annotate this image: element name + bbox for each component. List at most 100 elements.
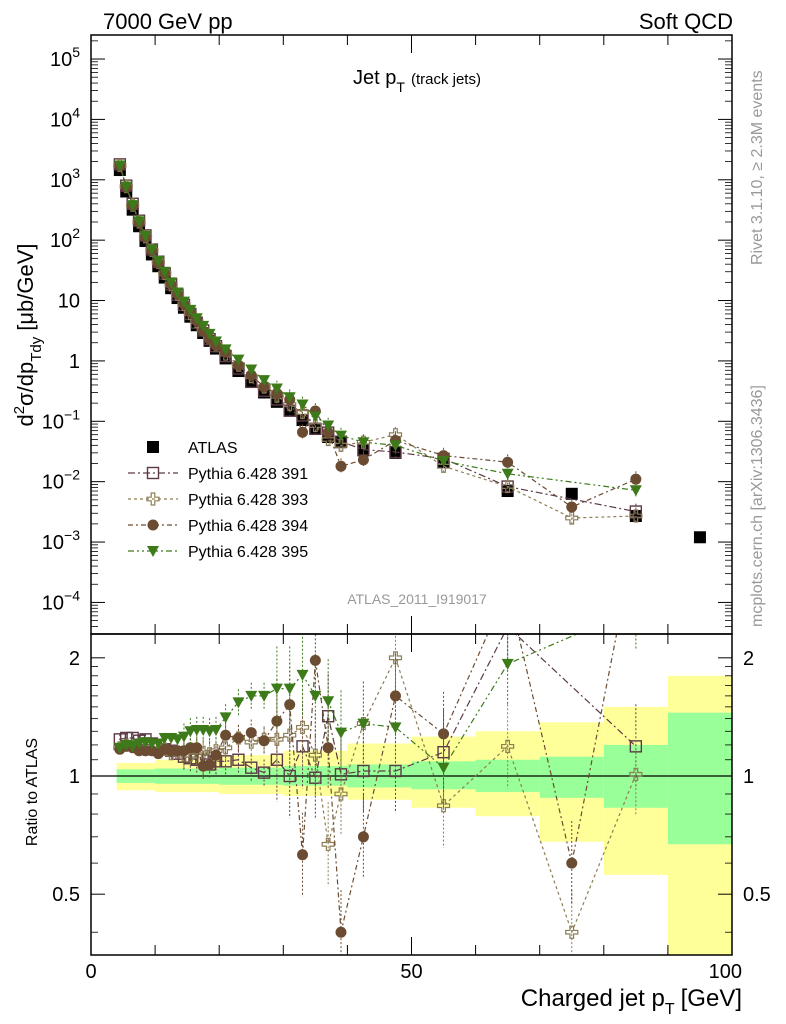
ratio-y-tick-label-left: 2 — [69, 648, 80, 670]
data-point — [437, 455, 450, 467]
legend-marker — [147, 546, 159, 557]
legend: ATLAS Pythia 6.428 391 Pythia 6.428 393 Pyt… — [128, 440, 308, 561]
data-point — [197, 320, 210, 332]
data-point — [245, 364, 258, 376]
ratio-point — [389, 690, 401, 702]
ratio-point — [296, 669, 309, 681]
data-point — [501, 479, 515, 494]
ratio-point — [210, 749, 222, 761]
data-point — [502, 456, 514, 468]
y-axis-label: d2σ/dpTdy[μb/GeV] — [11, 243, 45, 426]
ratio-point — [232, 753, 245, 766]
ratio-point — [245, 727, 257, 739]
data-point — [629, 509, 643, 523]
ratio-point — [357, 764, 370, 778]
y-tick-label: 104 — [50, 104, 80, 131]
data-point — [629, 485, 642, 497]
x-axis-label-unit: [GeV] — [681, 985, 742, 1012]
x-axis-label: Charged jet pT [GeV] — [521, 985, 742, 1018]
legend-label: ATLAS — [188, 440, 238, 457]
data-point — [565, 511, 579, 525]
ratio-point — [436, 799, 451, 813]
data-point — [436, 459, 451, 473]
ratio-point — [284, 699, 296, 711]
header-left: 7000 GeV pp — [103, 9, 233, 34]
y-tick-label: 10 — [58, 291, 80, 313]
ratio-point — [296, 740, 309, 753]
y-tick-label: 10−4 — [42, 587, 80, 614]
legend-entry-p395: Pythia 6.428 395 — [128, 544, 308, 561]
data-point — [120, 181, 133, 193]
data-point — [184, 304, 197, 316]
data-point — [308, 418, 322, 433]
ratio-point — [295, 720, 310, 734]
ratio-point — [258, 735, 270, 747]
y-tick-label: 10−1 — [42, 406, 80, 433]
legend-entry-atlas: ATLAS — [147, 440, 238, 457]
data-point — [335, 460, 347, 472]
data-point — [297, 426, 309, 438]
data-point — [177, 296, 190, 308]
data-point — [309, 411, 322, 423]
ratio-point — [171, 734, 184, 746]
ratio-point — [219, 712, 232, 724]
svg-text:d2σ/dpTdy[μb/GeV]: d2σ/dpTdy[μb/GeV] — [11, 243, 45, 426]
ratio-point — [630, 604, 642, 615]
ratio-plot: 0.5 0.5 1 1 2 2 0 50 100 Ratio to ATLAS Charged… — [24, 35, 771, 1018]
plot-title-extra: (track jets) — [411, 71, 481, 88]
data-point — [219, 344, 232, 356]
data-point — [283, 392, 296, 404]
data-point — [258, 381, 270, 393]
ratio-point — [437, 762, 450, 774]
legend-marker — [146, 466, 160, 480]
data-point — [145, 244, 158, 256]
ratio-point — [501, 658, 514, 670]
data-point — [139, 230, 152, 242]
data-point — [126, 200, 139, 212]
data-point — [270, 383, 283, 395]
y-tick-label: 10−3 — [42, 527, 80, 554]
ratio-point — [357, 718, 370, 730]
data-point — [133, 216, 146, 228]
ratio-point — [270, 683, 283, 695]
data-point — [258, 375, 271, 387]
legend-marker — [146, 492, 160, 506]
data-point — [190, 313, 203, 325]
ratio-point — [219, 741, 233, 755]
data-point — [566, 501, 578, 513]
ratio-point — [335, 926, 347, 938]
data-point — [357, 454, 369, 466]
data-point — [322, 420, 335, 432]
data-point — [630, 473, 642, 485]
legend-marker — [147, 519, 159, 531]
ratio-point — [113, 742, 126, 754]
data-point — [693, 531, 706, 544]
x-axis-label-sub: T — [665, 1001, 675, 1018]
ratio-point — [257, 766, 271, 779]
y-tick-label: 102 — [50, 225, 80, 252]
ratio-point — [501, 739, 515, 753]
data-point — [232, 354, 245, 366]
ratio-point — [152, 738, 165, 750]
data-point — [171, 287, 184, 299]
legend-label: Pythia 6.428 393 — [188, 492, 308, 509]
ratio-point — [322, 696, 335, 708]
uncertainty-band-inner — [539, 756, 604, 798]
ratio-point — [565, 925, 579, 939]
data-point — [334, 438, 348, 452]
legend-label: Pythia 6.428 394 — [188, 518, 308, 535]
ratio-y-tick-label-right: 0.5 — [743, 884, 771, 906]
ratio-point — [334, 727, 347, 739]
ratio-point — [334, 787, 348, 801]
legend-entry-p394: Pythia 6.428 394 — [128, 518, 308, 535]
plot-title-sub: T — [396, 79, 405, 95]
ratio-point — [232, 697, 245, 709]
y-tick-label: 10−2 — [42, 467, 80, 494]
ratio-point — [204, 758, 216, 770]
ratio-point — [191, 742, 203, 754]
ratio-series-p395 — [113, 604, 642, 810]
ratio-y-tick-label-left: 0.5 — [52, 884, 80, 906]
data-point — [203, 328, 216, 340]
data-point — [296, 399, 309, 411]
